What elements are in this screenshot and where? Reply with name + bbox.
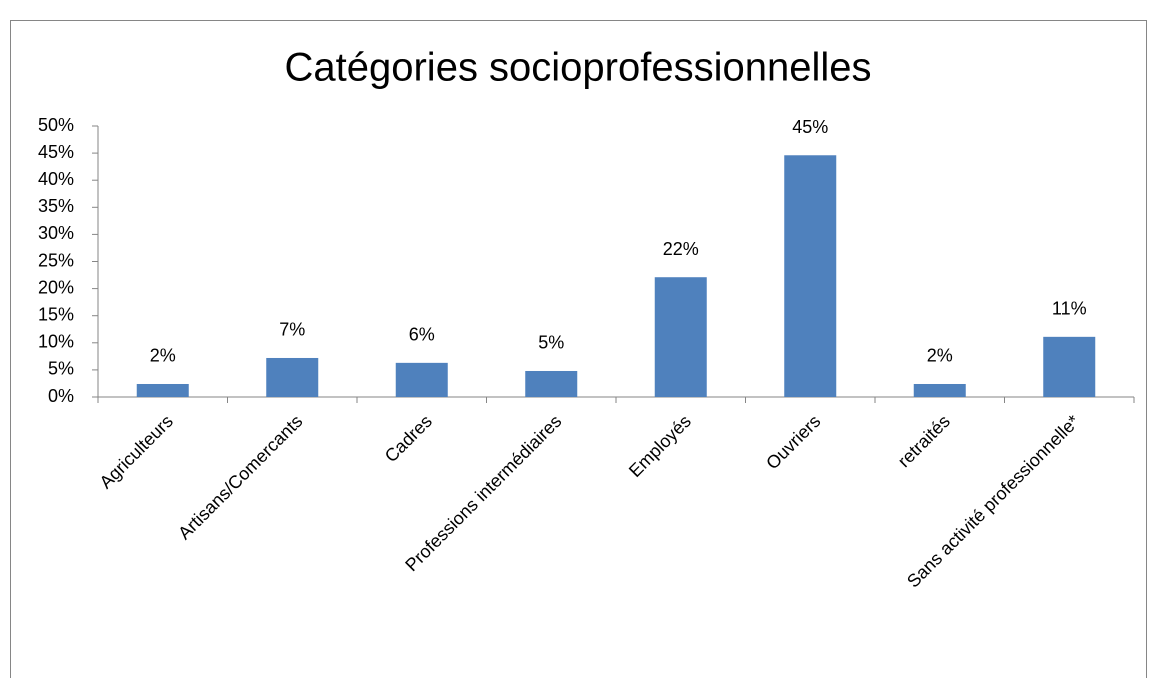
bar xyxy=(266,357,319,397)
y-tick-label: 25% xyxy=(38,250,74,270)
data-label: 45% xyxy=(792,117,828,137)
bar xyxy=(654,277,707,397)
y-tick-label: 40% xyxy=(38,169,74,189)
y-tick-label: 0% xyxy=(48,386,74,406)
bar xyxy=(913,383,966,397)
y-tick-label: 10% xyxy=(38,332,74,352)
y-tick-label: 45% xyxy=(38,142,74,162)
bar xyxy=(525,370,578,397)
bar xyxy=(784,155,837,397)
bar xyxy=(395,362,448,397)
y-tick-label: 20% xyxy=(38,277,74,297)
data-label: 6% xyxy=(409,325,435,345)
bar xyxy=(136,383,189,397)
chart-frame xyxy=(10,20,1147,678)
data-label: 2% xyxy=(927,346,953,366)
data-label: 11% xyxy=(1052,299,1087,319)
y-tick-label: 50% xyxy=(38,115,74,135)
y-tick-label: 30% xyxy=(38,223,74,243)
y-tick-label: 15% xyxy=(38,304,74,324)
data-label: 5% xyxy=(538,333,564,353)
data-label: 7% xyxy=(279,320,305,340)
y-tick-label: 35% xyxy=(38,196,74,216)
chart-title: Catégories socioprofessionnelles xyxy=(285,46,872,90)
bar xyxy=(1043,336,1096,397)
data-label: 2% xyxy=(150,346,176,366)
y-tick-label: 5% xyxy=(48,359,74,379)
data-label: 22% xyxy=(663,239,699,259)
